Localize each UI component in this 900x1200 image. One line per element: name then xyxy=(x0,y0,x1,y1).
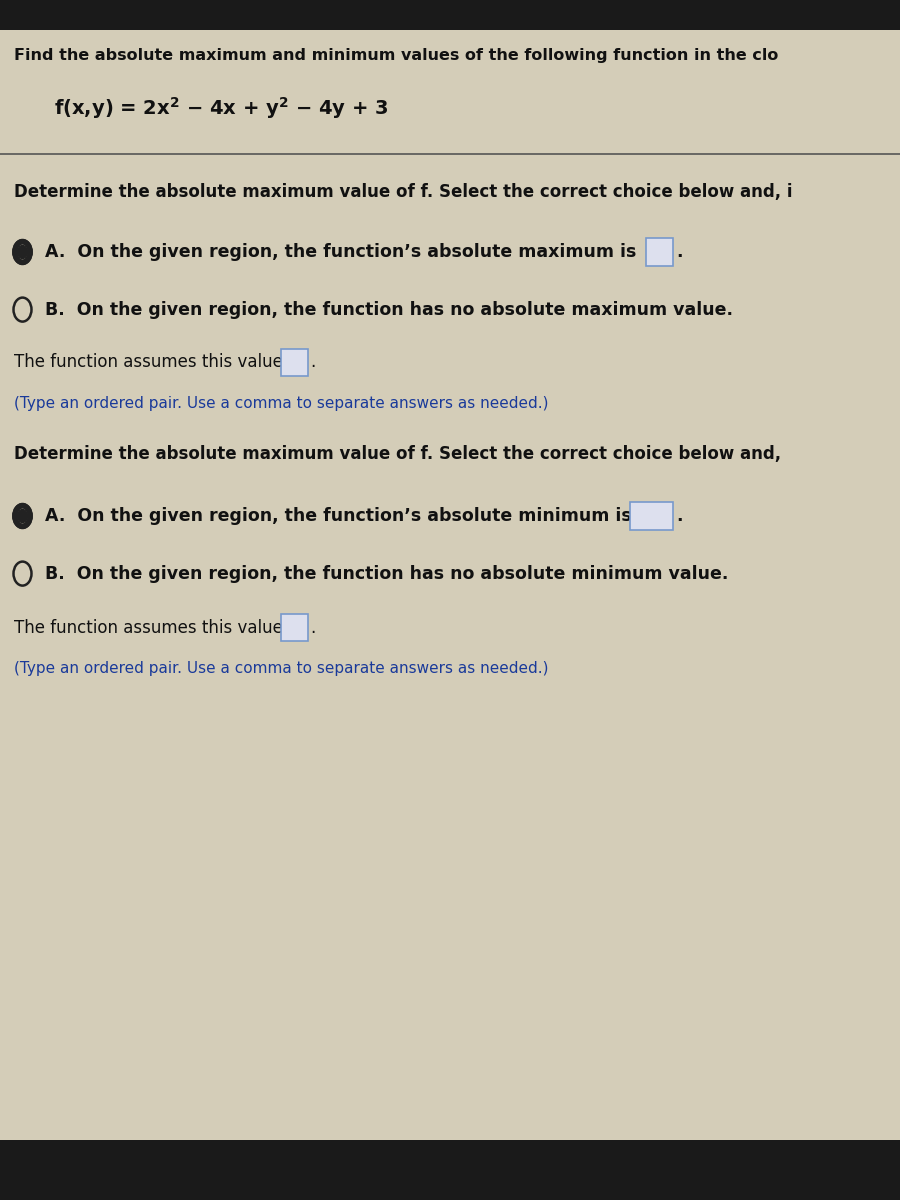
Text: The function assumes this value at: The function assumes this value at xyxy=(14,619,310,636)
Text: The function assumes this value at: The function assumes this value at xyxy=(14,353,310,372)
Text: − 3: − 3 xyxy=(635,508,668,526)
Text: B.  On the given region, the function has no absolute minimum value.: B. On the given region, the function has… xyxy=(45,565,728,582)
FancyBboxPatch shape xyxy=(0,1140,900,1200)
Text: .: . xyxy=(676,242,682,260)
Text: .: . xyxy=(676,508,682,526)
FancyBboxPatch shape xyxy=(281,349,308,376)
Text: .: . xyxy=(310,353,316,372)
Text: A.  On the given region, the function’s absolute maximum is: A. On the given region, the function’s a… xyxy=(45,242,643,260)
Text: B.  On the given region, the function has no absolute maximum value.: B. On the given region, the function has… xyxy=(45,300,733,318)
Text: (Type an ordered pair. Use a comma to separate answers as needed.): (Type an ordered pair. Use a comma to se… xyxy=(14,396,548,410)
Text: Determine the absolute maximum value of f. Select the correct choice below and,: Determine the absolute maximum value of … xyxy=(14,444,780,462)
Circle shape xyxy=(18,509,27,523)
Text: Determine the absolute maximum value of f. Select the correct choice below and, : Determine the absolute maximum value of … xyxy=(14,182,792,200)
FancyBboxPatch shape xyxy=(0,0,900,30)
Text: .: . xyxy=(310,619,316,636)
Text: f(x,y) = 2x$\mathbf{^{2}}$ $\mathbf{-}$ 4x + y$\mathbf{^{2}}$ $\mathbf{-}$ 4y + : f(x,y) = 2x$\mathbf{^{2}}$ $\mathbf{-}$ … xyxy=(54,95,388,121)
FancyBboxPatch shape xyxy=(281,614,308,641)
Circle shape xyxy=(18,245,27,258)
Text: A.  On the given region, the function’s absolute minimum is: A. On the given region, the function’s a… xyxy=(45,508,638,526)
Text: Find the absolute maximum and minimum values of the following function in the cl: Find the absolute maximum and minimum va… xyxy=(14,48,778,62)
FancyBboxPatch shape xyxy=(630,502,673,530)
FancyBboxPatch shape xyxy=(646,238,673,266)
Text: (Type an ordered pair. Use a comma to separate answers as needed.): (Type an ordered pair. Use a comma to se… xyxy=(14,661,548,676)
Text: 3: 3 xyxy=(653,242,666,260)
